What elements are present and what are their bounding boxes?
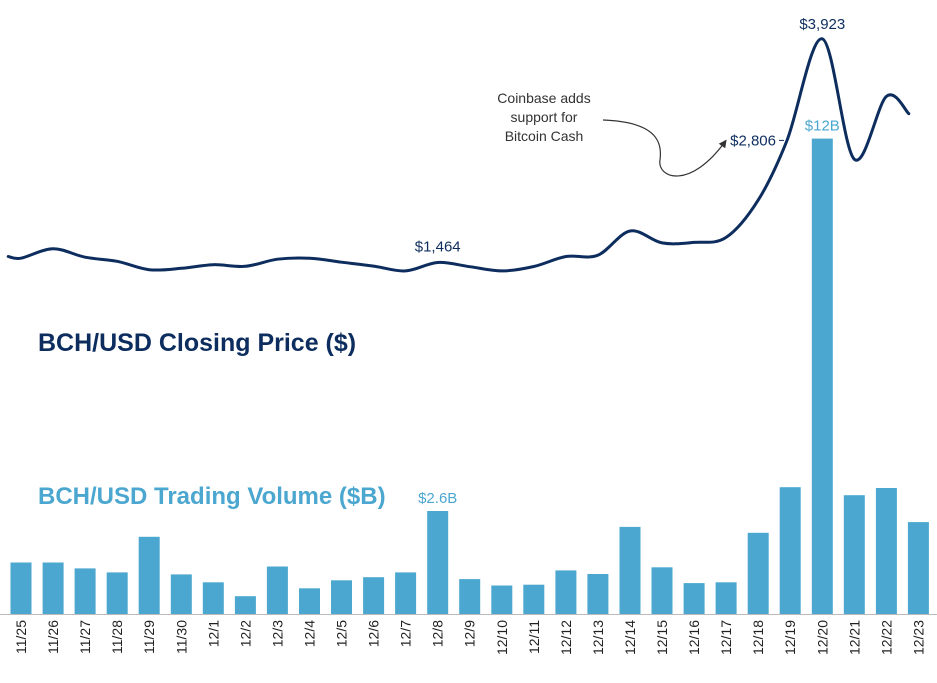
volume-bar-12-11 bbox=[523, 584, 545, 614]
volume-bar-12-20 bbox=[811, 138, 833, 614]
data-labels: $1,464 $2,806 $3,923 $2.6B $12B bbox=[415, 16, 845, 507]
volume-bar-12-18 bbox=[747, 532, 769, 614]
volume-bar-12-19 bbox=[779, 487, 801, 614]
x-tick-label: 12/4 bbox=[302, 620, 318, 647]
price-label-12-8: $1,464 bbox=[415, 239, 461, 256]
x-tick-label: 12/9 bbox=[462, 620, 478, 647]
volume-series-title: BCH/USD Trading Volume ($B) bbox=[38, 483, 386, 510]
volume-bar-12-3 bbox=[266, 566, 288, 614]
x-tick-label: 11/30 bbox=[173, 620, 189, 654]
volume-bar-12-7 bbox=[395, 572, 417, 614]
volume-bar-12-16 bbox=[683, 583, 705, 614]
x-tick-label: 12/14 bbox=[622, 620, 638, 655]
volume-bar-11-28 bbox=[106, 572, 128, 614]
volume-bar-11-30 bbox=[170, 574, 192, 614]
price-series-title: BCH/USD Closing Price ($) bbox=[38, 329, 356, 357]
volume-bars bbox=[10, 138, 929, 614]
x-tick-label: 12/2 bbox=[237, 620, 253, 647]
volume-bar-12-21 bbox=[843, 495, 865, 614]
x-tick-label: 12/15 bbox=[654, 620, 670, 655]
price-label-12-19: $2,806 bbox=[730, 132, 776, 149]
x-tick-label: 12/3 bbox=[269, 620, 285, 647]
x-tick-label: 12/6 bbox=[366, 620, 382, 647]
volume-bar-12-9 bbox=[459, 579, 481, 614]
volume-bar-11-25 bbox=[10, 562, 32, 614]
callout-arrow bbox=[602, 119, 727, 177]
volume-bar-12-10 bbox=[491, 585, 513, 614]
callout-text-line: Coinbase adds bbox=[497, 90, 590, 106]
volume-bar-12-17 bbox=[715, 582, 737, 614]
x-tick-label: 12/20 bbox=[814, 620, 830, 655]
x-tick-label: 11/29 bbox=[141, 620, 157, 654]
volume-bar-12-14 bbox=[619, 526, 641, 614]
x-tick-label: 11/28 bbox=[109, 620, 125, 654]
x-tick-label: 12/12 bbox=[558, 620, 574, 655]
volume-bar-11-29 bbox=[138, 536, 160, 614]
x-tick-label: 12/13 bbox=[590, 620, 606, 655]
x-tick-label: 11/25 bbox=[13, 620, 29, 654]
callout-text-line: Bitcoin Cash bbox=[505, 128, 584, 144]
volume-bar-12-22 bbox=[875, 488, 897, 614]
callout-text-line: support for bbox=[511, 109, 578, 125]
volume-label-12-20: $12B bbox=[805, 118, 840, 135]
coinbase-callout: Coinbase adds support for Bitcoin Cash bbox=[497, 90, 727, 177]
volume-bar-12-6 bbox=[363, 577, 385, 614]
x-tick-label: 11/26 bbox=[45, 620, 61, 654]
x-tick-label: 11/27 bbox=[77, 620, 93, 654]
volume-bar-12-13 bbox=[587, 574, 609, 614]
volume-bar-11-27 bbox=[74, 568, 96, 614]
volume-bar-12-2 bbox=[234, 596, 256, 614]
volume-bar-12-5 bbox=[331, 580, 352, 614]
price-line bbox=[6, 37, 911, 273]
volume-bar-12-12 bbox=[555, 570, 577, 614]
volume-bar-12-15 bbox=[651, 567, 673, 614]
x-tick-label: 12/8 bbox=[430, 620, 446, 647]
x-tick-label: 12/23 bbox=[910, 620, 926, 655]
x-tick-label: 12/22 bbox=[878, 620, 894, 655]
volume-bar-12-23 bbox=[907, 522, 929, 614]
x-tick-label: 12/19 bbox=[782, 620, 798, 655]
volume-bar-12-4 bbox=[299, 588, 320, 614]
x-tick-label: 12/5 bbox=[334, 620, 350, 647]
volume-label-12-8: $2.6B bbox=[418, 490, 457, 507]
x-tick-label: 12/21 bbox=[846, 620, 862, 655]
x-tick-label: 12/16 bbox=[686, 620, 702, 655]
x-tick-label: 12/10 bbox=[494, 620, 510, 655]
x-tick-label: 12/1 bbox=[205, 620, 221, 647]
x-axis-tick-labels: 11/25 11/26 11/27 11/28 11/29 11/30 12/1 12/2 12… bbox=[13, 620, 926, 655]
volume-bar-12-8 bbox=[427, 511, 449, 614]
x-tick-label: 12/7 bbox=[398, 620, 414, 647]
volume-bar-11-26 bbox=[42, 562, 64, 614]
x-tick-label: 12/17 bbox=[718, 620, 734, 655]
volume-bar-12-1 bbox=[202, 582, 224, 614]
x-tick-label: 12/11 bbox=[526, 620, 542, 654]
x-tick-label: 12/18 bbox=[750, 620, 766, 655]
price-label-12-20: $3,923 bbox=[799, 16, 845, 33]
